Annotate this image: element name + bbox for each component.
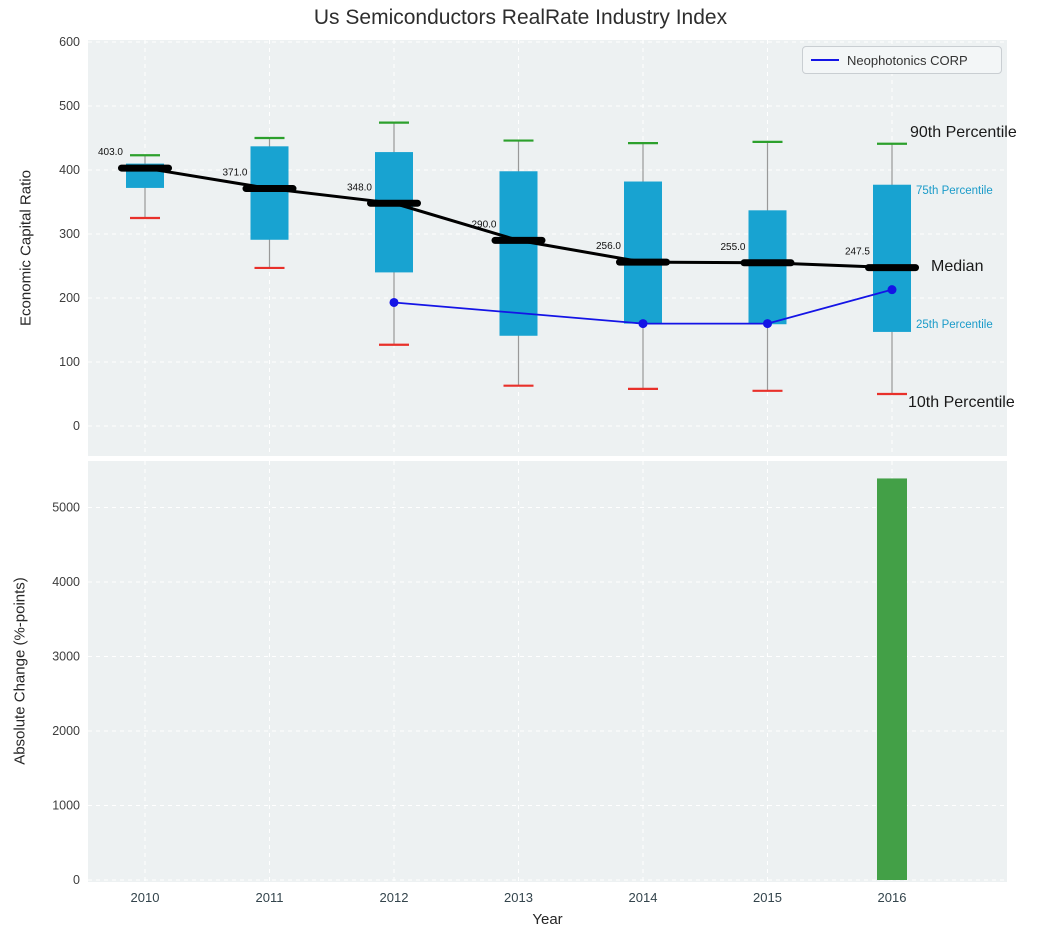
y-tick-label: 4000 [52,575,80,589]
x-tick-label: 2012 [380,890,409,905]
median-tick-2010 [118,164,172,172]
median-tick-2014 [616,258,670,266]
y-tick-label: 5000 [52,501,80,515]
median-value-label-2012: 348.0 [347,182,372,193]
change-bar-2016 [877,478,907,880]
top-y-axis-label: Economic Capital Ratio [17,170,35,326]
annotation-median: Median [931,258,984,275]
bottom-panel-background [88,461,1007,882]
y-tick-label: 100 [59,355,80,369]
company-marker-2014 [638,319,648,329]
median-value-label-2010: 403.0 [98,147,123,158]
y-tick-label: 300 [59,227,80,241]
x-tick-label: 2016 [878,890,907,905]
y-tick-label: 0 [73,419,80,433]
iqr-box-2013 [499,171,538,336]
y-tick-label: 1000 [52,799,80,813]
median-tick-2013 [491,236,546,244]
y-tick-label: 200 [59,291,80,305]
y-tick-label: 600 [59,35,80,49]
y-tick-label: 2000 [52,724,80,738]
iqr-box-2014 [624,181,662,324]
legend-line-sample-icon [811,59,839,61]
annotation-10th-percentile: 10th Percentile [908,394,1015,411]
company-line [393,288,893,325]
company-marker-2012 [389,297,399,307]
median-value-label-2015: 255.0 [720,242,745,253]
iqr-box-2015 [748,210,787,325]
y-tick-label: 400 [59,163,80,177]
bottom-panel: 0 1000 2000 3000 4000 5000 2010 2011 2012 2013 201… [52,461,1007,905]
bottom-y-axis-label: Absolute Change (%-points) [11,577,29,765]
legend-label: Neophotonics CORP [847,52,968,68]
x-tick-label: 2014 [629,890,658,905]
y-tick-label: 0 [73,873,80,887]
median-value-label-2013: 290.0 [471,219,496,230]
x-axis-label: Year [532,911,563,928]
y-tick-label: 3000 [52,650,80,664]
y-tick-label: 500 [59,99,80,113]
median-tick-2016 [865,264,919,272]
iqr-box-2016 [873,184,911,332]
top-panel-background [88,40,1007,456]
x-tick-label: 2011 [256,890,284,905]
median-tick-2012 [367,199,421,207]
median-value-label-2014: 256.0 [596,241,621,252]
median-value-label-2016: 247.5 [845,247,870,258]
x-tick-label: 2010 [131,890,160,905]
x-tick-label: 2015 [753,890,782,905]
company-marker-2016 [887,285,897,295]
iqr-box-2012 [375,152,413,273]
top-panel: 0 100 200 300 400 500 600 403.0 371.0 348.0 290.0 2… [59,35,1007,456]
median-tick-2015 [740,259,795,267]
annotation-90th-percentile: 90th Percentile [910,124,1017,141]
legend: Neophotonics CORP [802,46,1002,74]
median-tick-2011 [242,185,297,193]
iqr-box-2011 [250,146,289,240]
x-tick-label: 2013 [504,890,533,905]
annotation-75th-percentile: 75th Percentile [916,185,993,197]
median-value-label-2011: 371.0 [222,168,247,179]
annotation-25th-percentile: 25th Percentile [916,319,993,331]
company-marker-2015 [763,319,772,329]
chart-title: Us Semiconductors RealRate Industry Inde… [313,6,728,29]
